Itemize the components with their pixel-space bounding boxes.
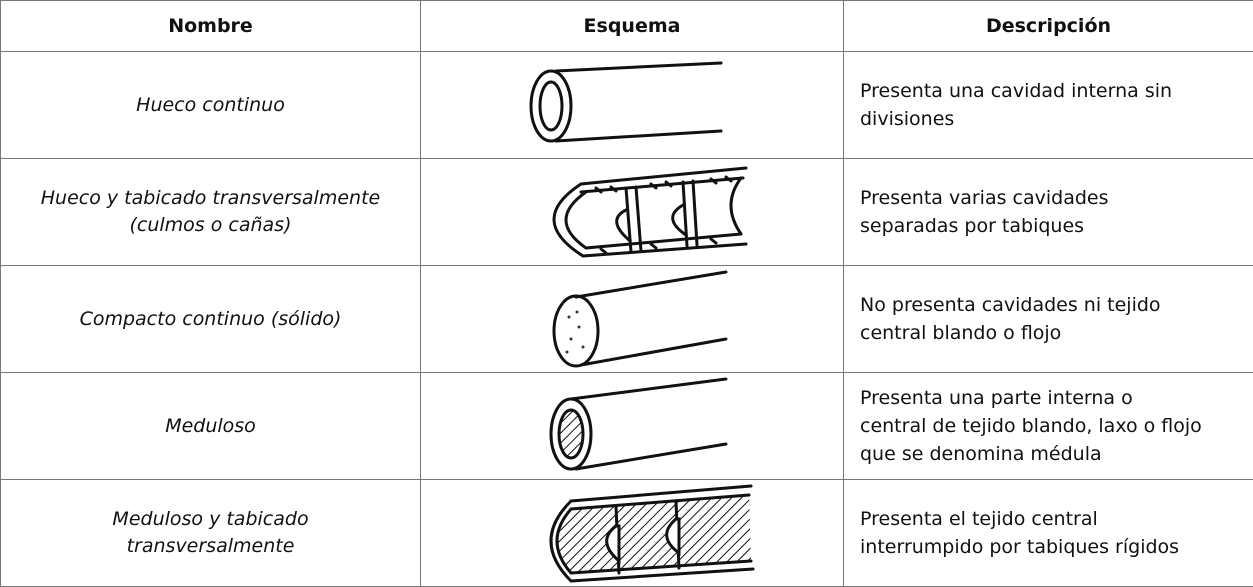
- name-cell: Compacto continuo (sólido): [0, 265, 421, 373]
- description-text: central de tejido blando, laxo o flojo: [860, 415, 1202, 437]
- description-text: No presenta cavidades ni tejido: [860, 294, 1161, 316]
- schema-cell: [420, 158, 844, 266]
- stem-sketch: [549, 484, 755, 583]
- name-text: (culmos o cañas): [129, 214, 292, 236]
- schema-cell: [420, 265, 844, 373]
- table-row: Compacto continuo (sólido) No presenta c…: [0, 265, 1253, 373]
- name-text: Meduloso: [165, 414, 256, 437]
- name-text: Hueco y tabicado transversalmente: [40, 187, 381, 209]
- schema-cell: [420, 372, 844, 480]
- description-text: Presenta varias cavidades: [860, 187, 1109, 209]
- table-body: Hueco continuo Presenta una cavidad inter…: [0, 51, 1253, 587]
- name-cell: Meduloso: [0, 372, 421, 480]
- description-cell: Presenta el tejido central interrumpido p…: [843, 479, 1253, 587]
- table-row: Hueco y tabicado transversalmente (culmos…: [0, 158, 1253, 266]
- description-text: Presenta una cavidad interna sin: [860, 80, 1173, 102]
- header-row: Nombre Esquema Descripción: [0, 0, 1253, 52]
- table-row: Meduloso y tabicado transversalmente Pres…: [0, 479, 1253, 587]
- description-text: central blando o flojo: [860, 322, 1062, 344]
- column-header: Esquema: [420, 0, 844, 52]
- name-text: Meduloso y tabicado: [112, 508, 309, 530]
- table-row: Hueco continuo Presenta una cavidad inter…: [0, 51, 1253, 159]
- description-cell: Presenta una cavidad interna sin division…: [843, 51, 1253, 159]
- description-text: Presenta una parte interna o: [860, 387, 1133, 409]
- schema-cell: [420, 479, 844, 587]
- stem-sketch: [552, 270, 728, 368]
- description-cell: Presenta una parte interna o central de t…: [843, 372, 1253, 480]
- column-header: Nombre: [0, 0, 421, 52]
- name-cell: Meduloso y tabicado transversalmente: [0, 479, 421, 587]
- stem-sketch: [529, 61, 723, 143]
- table-row: Meduloso Presenta una parte interna o cent…: [0, 372, 1253, 480]
- name-text: transversalmente: [126, 535, 295, 557]
- description-text: que se denomina médula: [860, 443, 1102, 465]
- description-text: Presenta el tejido central: [860, 508, 1098, 530]
- name-text: Hueco continuo: [136, 93, 285, 116]
- description-cell: Presenta varias cavidades separadas por t…: [843, 158, 1253, 266]
- name-text: Compacto continuo (sólido): [79, 307, 342, 330]
- column-header: Descripción: [843, 0, 1253, 52]
- description-text: separadas por tabiques: [860, 215, 1085, 237]
- description-cell: No presenta cavidades ni tejido central b…: [843, 265, 1253, 373]
- name-cell: Hueco continuo: [0, 51, 421, 159]
- stem-sketch: [552, 166, 748, 258]
- stem-sketch: [549, 377, 728, 471]
- description-text: interrumpido por tabiques rígidos: [860, 536, 1180, 558]
- schema-cell: [420, 51, 844, 159]
- name-cell: Hueco y tabicado transversalmente (culmos…: [0, 158, 421, 266]
- description-text: divisiones: [860, 108, 955, 130]
